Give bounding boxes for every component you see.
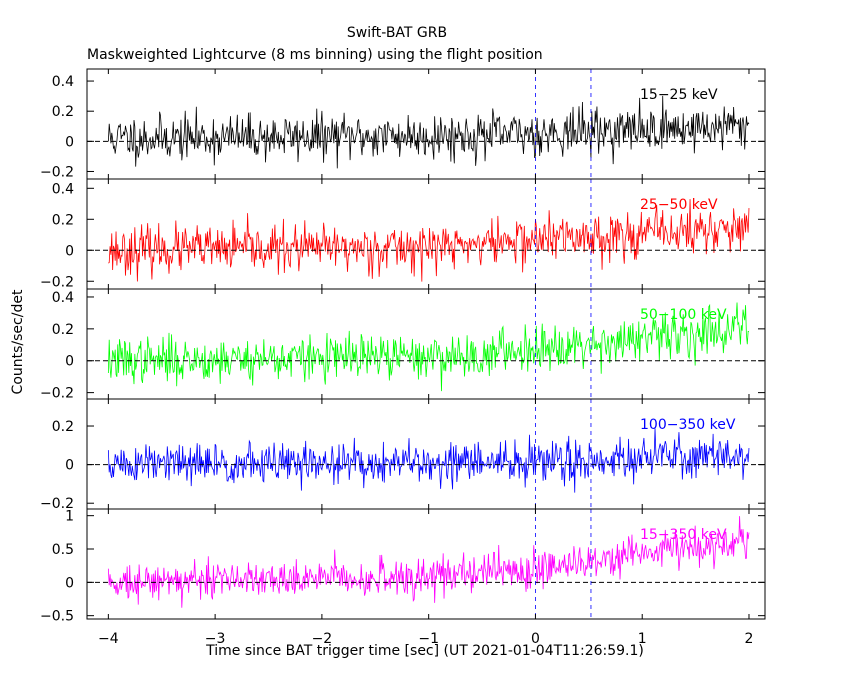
band-label-2: 25−50 keV [640, 197, 718, 213]
series-line-5 [107, 516, 750, 608]
y-tick-label: 0 [65, 354, 74, 370]
x-tick-label: −2 [312, 631, 333, 647]
y-tick-label: 0.2 [52, 419, 74, 435]
y-tick-label: 0.5 [52, 542, 74, 558]
series-line-1 [107, 95, 750, 169]
y-tick-label: −0.5 [40, 609, 74, 625]
x-tick-label: −4 [98, 631, 119, 647]
y-tick-label: 0 [65, 458, 74, 474]
y-tick-label: 0 [65, 243, 74, 259]
band-label-3: 50−100 keV [640, 307, 727, 323]
series-line-3 [107, 302, 750, 392]
y-tick-label: −0.2 [40, 164, 74, 180]
panel-frame [86, 398, 766, 510]
y-axis-label: Counts/sec/det [10, 289, 26, 394]
x-tick-label: −3 [205, 631, 226, 647]
y-tick-label: 0.4 [52, 181, 74, 197]
panels-group: 0.4 0.2 0 −0.2 15−25 keV 0.4 0.2 0 −0.2 25−50 keV… [40, 68, 766, 625]
panel-1: 0.4 0.2 0 −0.2 15−25 keV [40, 68, 766, 180]
panel-3: 0.4 0.2 0 −0.2 50−100 keV [40, 288, 766, 402]
chart-title: Swift-BAT GRB [347, 25, 447, 41]
x-tick-label: −1 [418, 631, 439, 647]
x-tick-label: 0 [531, 631, 540, 647]
y-tick-label: −0.2 [40, 386, 74, 402]
y-tick-label: 1 [65, 509, 74, 525]
y-tick-label: −0.2 [40, 274, 74, 290]
x-tick-label: 2 [745, 631, 754, 647]
chart-subtitle: Maskweighted Lightcurve (8 ms binning) u… [87, 47, 543, 63]
series-line-2 [108, 199, 750, 282]
panel-5: 1 0.5 0 −0.5 15−350 keV [40, 508, 766, 625]
band-label-1: 15−25 keV [640, 87, 718, 103]
x-axis-label: Time since BAT trigger time [sec] (UT 20… [205, 643, 644, 659]
y-tick-label: 0 [65, 134, 74, 150]
y-tick-label: 0.4 [52, 290, 74, 306]
panel-frame [86, 508, 766, 620]
panel-2: 0.4 0.2 0 −0.2 25−50 keV [40, 178, 766, 290]
y-tick-label: 0.2 [52, 212, 74, 228]
y-tick-label: 0 [65, 575, 74, 591]
panel-frame [86, 288, 766, 400]
y-tick-label: 0.2 [52, 104, 74, 120]
y-tick-label: 0.2 [52, 322, 74, 338]
y-tick-label: −0.2 [40, 496, 74, 512]
series-line-4 [107, 428, 750, 493]
x-tick-label: 1 [638, 631, 647, 647]
y-tick-label: 0.4 [52, 74, 74, 90]
panel-4: 0.2 0 −0.2 100−350 keV [40, 398, 766, 512]
band-label-5: 15−350 keV [640, 527, 727, 543]
x-axis: −4 −3 −2 −1 0 1 2 [98, 631, 753, 647]
band-label-4: 100−350 keV [640, 417, 736, 433]
